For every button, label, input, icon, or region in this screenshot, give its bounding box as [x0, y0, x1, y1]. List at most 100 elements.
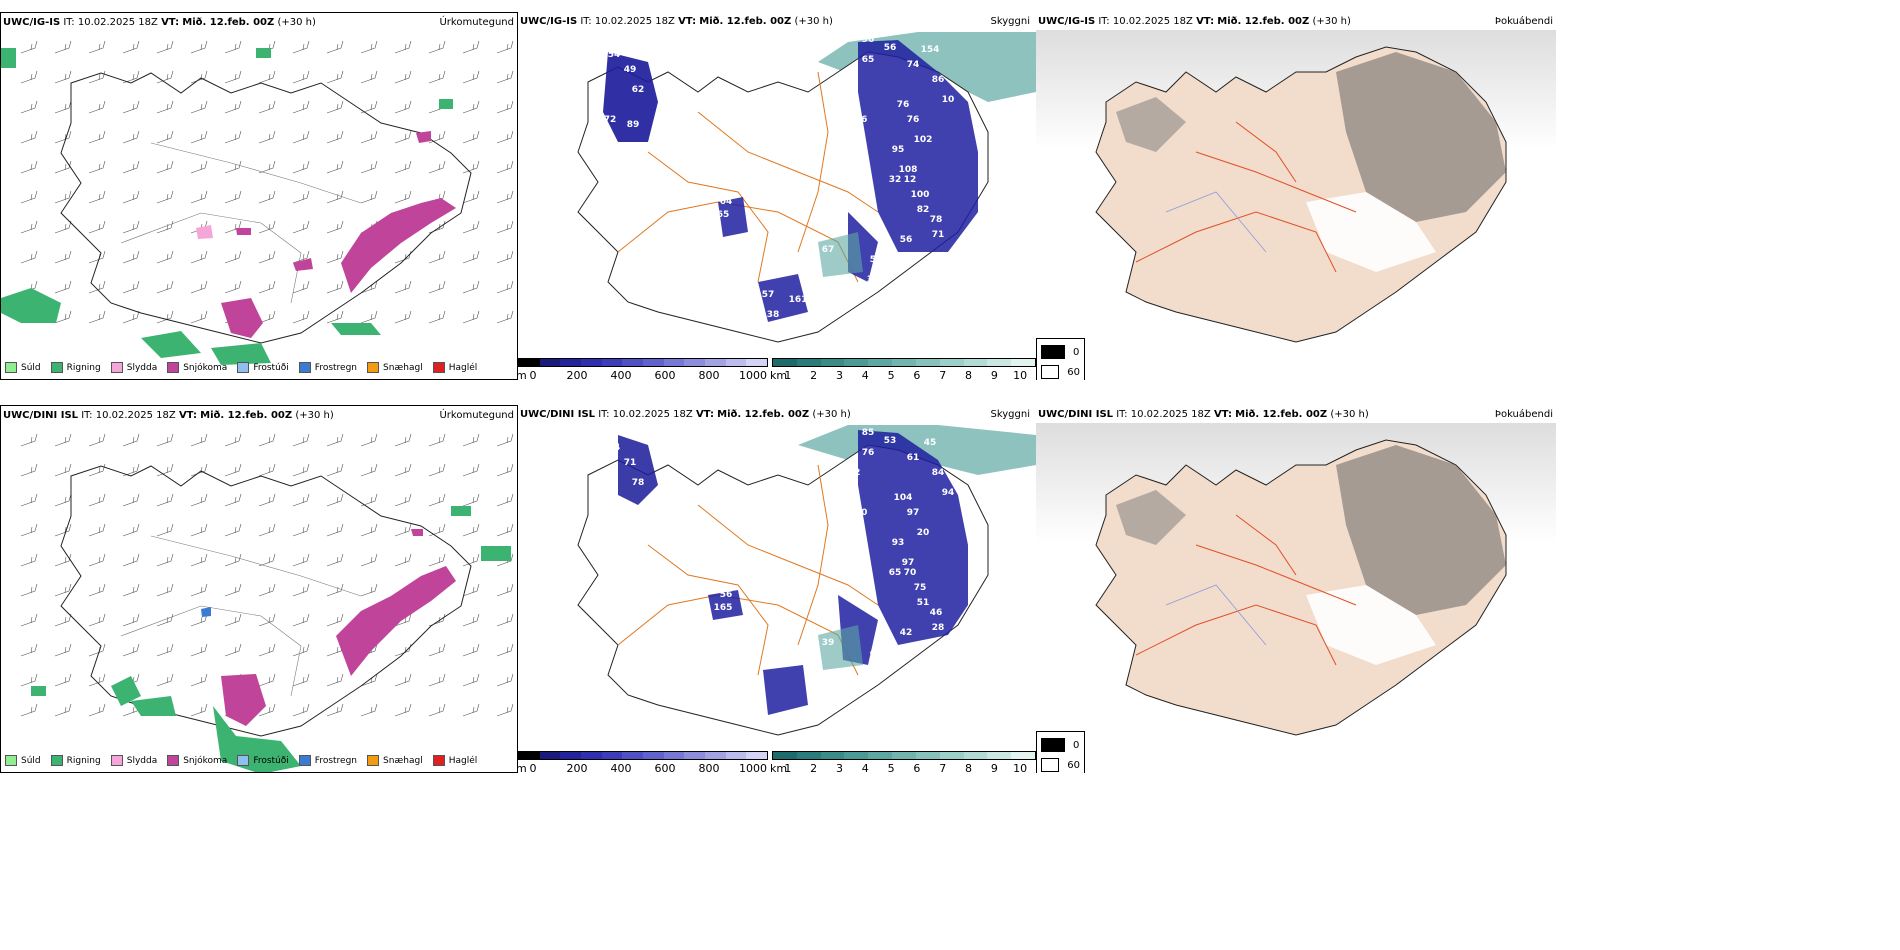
legend-item: Súld — [5, 755, 41, 766]
rain-patch — [211, 343, 271, 365]
cloud-base-label: 74 — [907, 60, 920, 70]
cloud-base-label: 94 — [942, 488, 955, 498]
cloud-base-label: 86 — [897, 648, 910, 658]
wind-barb — [292, 493, 310, 507]
wind-barb — [428, 433, 446, 447]
wind-barb — [292, 160, 310, 174]
colorbar-segment — [705, 359, 726, 366]
cloud-base-label: 76 — [907, 115, 920, 125]
colorbar-segment — [539, 752, 561, 759]
cloud-base-label: 61 — [907, 453, 920, 463]
wind-barb — [54, 100, 72, 114]
wind-barb — [190, 40, 208, 54]
wind-barb — [496, 523, 514, 537]
visibility-colorbar: 1 2 3 4 5 6 7 8 9 10 km — [770, 751, 1036, 773]
cloud-base-label: 78 — [930, 215, 943, 225]
colorbar-segment — [939, 752, 964, 759]
wind-barb — [20, 583, 38, 597]
wind-barb — [428, 673, 446, 687]
wind-barb — [20, 70, 38, 84]
wind-barb — [496, 463, 514, 477]
wind-barb — [428, 40, 446, 54]
colorbar-segment — [892, 359, 916, 366]
wind-barb — [224, 40, 242, 54]
wind-barb — [496, 220, 514, 234]
cloud-base-label: 95 — [892, 145, 905, 155]
wind-barb — [462, 190, 480, 204]
wind-barb — [122, 160, 140, 174]
wind-barb — [156, 523, 174, 537]
wind-barb — [54, 310, 72, 324]
wind-barb — [88, 673, 106, 687]
rain-patch — [131, 696, 176, 716]
wind-barb — [20, 130, 38, 144]
wind-barb — [462, 703, 480, 717]
wind-barb — [428, 310, 446, 324]
cloud-base-label: 97 — [907, 508, 920, 518]
cloud-base-label: 64 — [608, 443, 621, 453]
rain-patch — [111, 676, 141, 706]
cloud-base-label: 82 — [917, 205, 930, 215]
wind-barb — [190, 643, 208, 657]
legend-swatch — [432, 755, 445, 766]
wind-barb — [156, 493, 174, 507]
wind-barb — [496, 100, 514, 114]
snow-patch — [411, 529, 423, 536]
cloud-base-label: 72 — [604, 115, 617, 125]
wind-barb — [190, 160, 208, 174]
wind-barb — [326, 310, 344, 324]
wind-barb — [326, 160, 344, 174]
wind-barb — [292, 220, 310, 234]
wind-barb — [326, 673, 344, 687]
rain-patch — [331, 323, 381, 335]
wind-barb — [428, 160, 446, 174]
wind-barb — [156, 130, 174, 144]
wind-barb — [394, 280, 412, 294]
wind-barb — [394, 130, 412, 144]
wind-barb — [88, 463, 106, 477]
wind-barb — [394, 433, 412, 447]
colorbar-tick: 600 — [654, 369, 676, 380]
rain-patch — [1, 288, 61, 323]
wind-barb — [462, 583, 480, 597]
cloud-base-label: 56 — [900, 235, 913, 245]
fog-legend-value: 0 — [1073, 346, 1080, 358]
colorbar-segment — [746, 752, 768, 759]
rain-patch — [31, 686, 46, 696]
cloud-base-label: 10 — [942, 95, 955, 105]
fog-legend-value: 60 — [1067, 366, 1080, 378]
wind-barb — [292, 190, 310, 204]
legend-item: Slydda — [110, 362, 157, 373]
legend-label: Haglél — [448, 755, 478, 766]
cloud-panel-2: UWC/DINI ISL IT: 10.02.2025 18Z VT: Mið.… — [518, 405, 1036, 773]
legend-label: Súld — [21, 755, 41, 766]
wind-barb — [292, 250, 310, 264]
cloud-base-label: 97 — [902, 558, 915, 568]
colorbar-tick: 800 — [698, 369, 720, 380]
wind-barb — [20, 703, 38, 717]
cloud-base-label: 96 — [862, 35, 875, 45]
wind-barb — [122, 493, 140, 507]
wind-barb — [88, 130, 106, 144]
precip-type-panel-1: UWC/IG-IS IT: 10.02.2025 18Z VT: Mið. 12… — [0, 12, 518, 380]
rain-patch — [213, 706, 301, 772]
colorbar-segment — [987, 359, 1012, 366]
cloud-base-label: 49 — [624, 65, 637, 75]
wind-barb — [88, 613, 106, 627]
wind-barb — [54, 583, 72, 597]
wind-barb — [156, 250, 174, 264]
rain-patch — [141, 331, 201, 358]
wind-barb — [258, 130, 276, 144]
legend-label: Haglél — [448, 362, 478, 373]
wind-barb — [326, 70, 344, 84]
wind-barb — [394, 310, 412, 324]
cloud-base-label: 104 — [894, 493, 913, 503]
wind-barb — [462, 673, 480, 687]
wind-barb — [88, 703, 106, 717]
wind-barb — [258, 583, 276, 597]
legend-swatch — [50, 362, 63, 373]
wind-barb — [224, 493, 242, 507]
wind-barb — [20, 220, 38, 234]
wind-barb — [360, 523, 378, 537]
wind-barb — [20, 523, 38, 537]
